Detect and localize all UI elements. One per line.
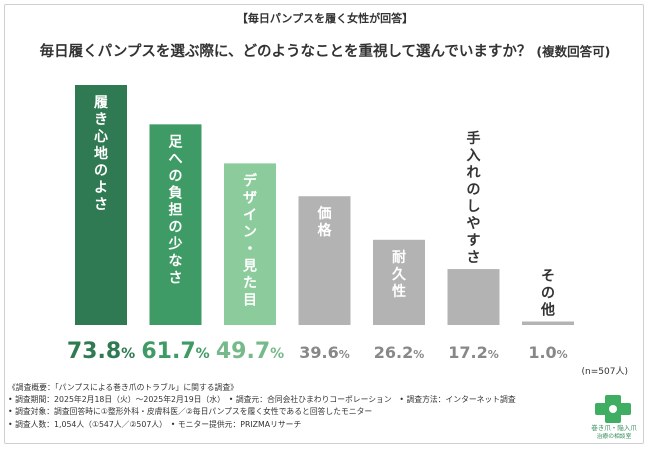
- question-title: 毎日履くパンプスを選ぶ際に、どのようなことを重視して選んでいますか？ (複数回答…: [0, 40, 650, 61]
- value-label: 1.0%: [528, 343, 567, 362]
- survey-summary-line: • 調査人数：1,054人（①547人／②507人） • モニター提供元：PRI…: [8, 419, 302, 429]
- category-label: デザイン・見た目: [242, 172, 258, 308]
- survey-tag: 【毎日パンプスを履く女性が回答】: [236, 12, 414, 25]
- value-label: 17.2%: [448, 343, 499, 362]
- value-label: 49.7%: [216, 339, 284, 364]
- category-label: 手入れのしやすさ: [467, 130, 481, 266]
- bar-chart: 履き心地のよさ 73.8% 足への負担の少なさ 61.7% デザイン・見た目 49.7% 価…: [67, 85, 628, 377]
- bar: [298, 196, 351, 325]
- value-label: 61.7%: [141, 339, 209, 364]
- bar: [373, 239, 425, 325]
- category-label: 足への負担の少なさ: [168, 134, 184, 286]
- category-label: 履き心地のよさ: [94, 94, 108, 213]
- survey-summary: 《調査概要：「パンプスによる巻き爪のトラブル」に関する調査》 • 調査期間：20…: [8, 382, 588, 431]
- value-label: 26.2%: [374, 343, 425, 362]
- logo-sub: 治療の相談室: [596, 434, 632, 440]
- category-label: 価格: [317, 205, 333, 239]
- figure-frame: [4, 4, 644, 444]
- clinic-logo-icon: [595, 395, 631, 423]
- survey-summary-line: • 調査期間：2025年2月18日（火）～2025年2月19日（水） • 調査元…: [8, 395, 516, 405]
- bar: [522, 321, 574, 325]
- bar: [224, 163, 276, 325]
- question-text: 毎日履くパンプスを選ぶ際に、どのようなことを重視して選んでいますか？: [39, 44, 532, 60]
- value-label: 73.8%: [67, 339, 135, 364]
- bar: [75, 85, 127, 325]
- logo-name: 巻き爪・陥入爪: [591, 424, 637, 432]
- category-label: 耐久性: [391, 249, 407, 300]
- value-label: 39.6%: [299, 343, 350, 362]
- survey-summary-line: • 調査対象：調査回答時に①整形外科・皮膚科医／②毎日パンプスを履く女性であると…: [8, 407, 373, 417]
- bar: [447, 269, 500, 325]
- bar: [149, 124, 202, 325]
- survey-summary-line: 《調査概要：「パンプスによる巻き爪のトラブル」に関する調査》: [8, 383, 238, 392]
- question-note: (複数回答可): [536, 44, 611, 59]
- category-label: その他: [540, 269, 555, 319]
- sample-size-note: (n=507人): [582, 366, 628, 377]
